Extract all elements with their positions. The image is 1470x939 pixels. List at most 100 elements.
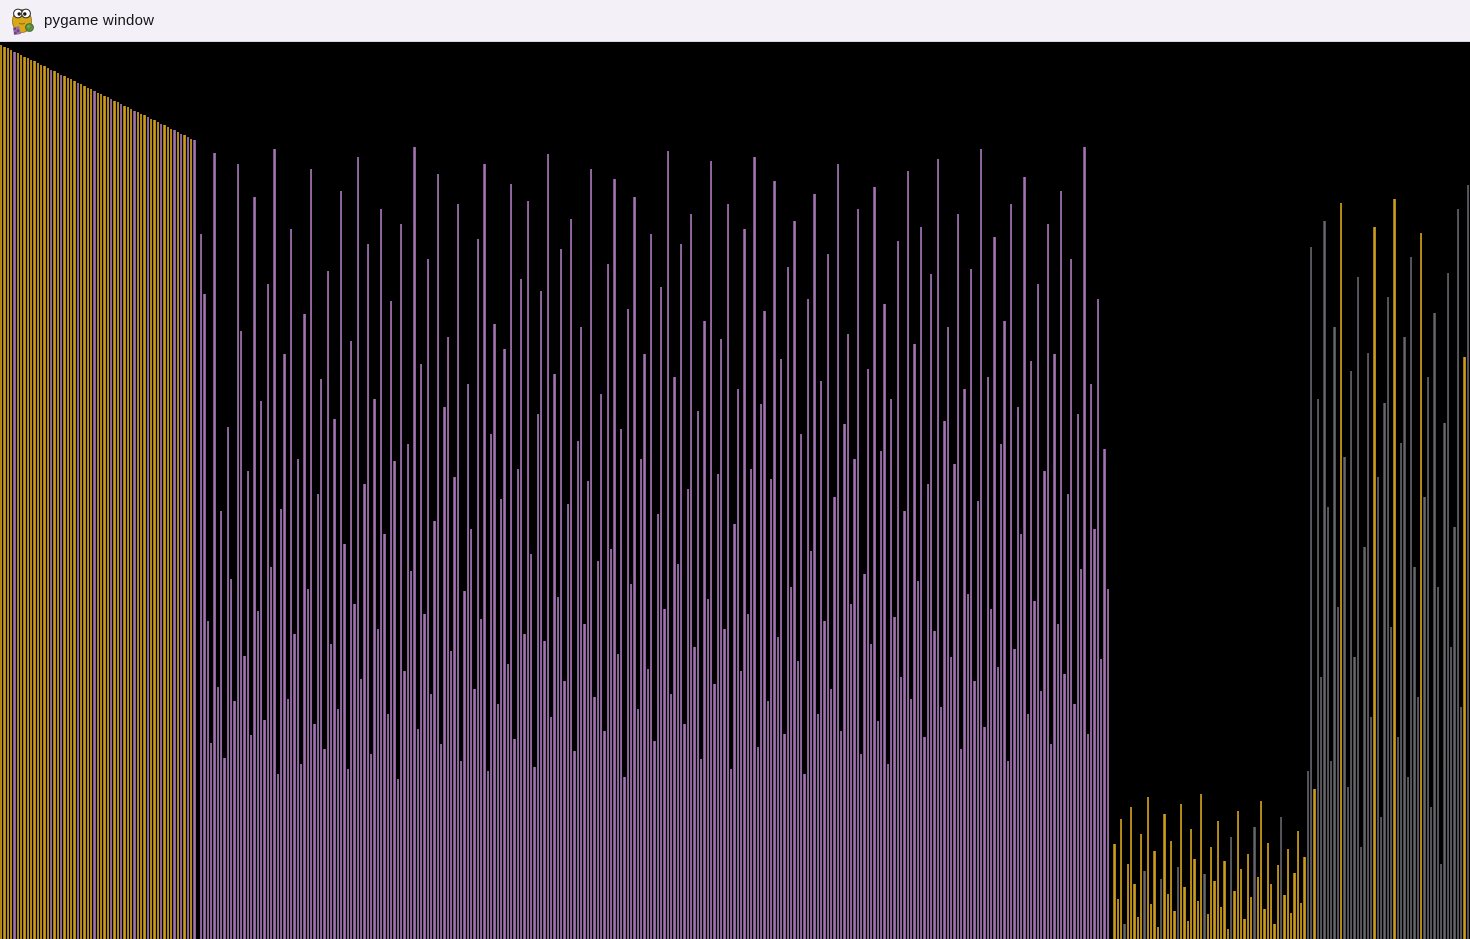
bar [60, 75, 63, 939]
bar [1093, 529, 1096, 939]
bar [63, 76, 66, 939]
bar [356, 157, 359, 939]
bar [1173, 911, 1176, 939]
bar [633, 197, 636, 939]
bar [1256, 877, 1259, 939]
bar [480, 619, 483, 939]
bar [1039, 691, 1043, 939]
bar [623, 777, 626, 939]
bar [603, 731, 606, 939]
bar [1436, 587, 1439, 939]
bar [1393, 199, 1396, 939]
bar [576, 441, 579, 939]
bar [236, 164, 239, 939]
bar [1146, 797, 1149, 939]
bar [233, 701, 236, 939]
bar [1056, 624, 1059, 939]
bar [1116, 899, 1119, 939]
bar [116, 102, 119, 939]
bar [856, 209, 859, 939]
bar [413, 147, 416, 939]
bar [593, 697, 596, 939]
bar [1269, 884, 1273, 939]
bar [843, 424, 846, 939]
bar [523, 634, 526, 939]
bar [1453, 527, 1456, 939]
bar [1123, 924, 1126, 939]
bar [273, 149, 276, 939]
bar [599, 394, 603, 939]
bar [280, 509, 283, 939]
bar [496, 704, 499, 939]
bar [933, 631, 936, 939]
bar [783, 734, 786, 939]
bar [696, 411, 699, 939]
bar [956, 214, 959, 939]
bar [1063, 674, 1066, 939]
bar [96, 93, 99, 939]
bar [1156, 927, 1159, 939]
bar [103, 96, 106, 939]
bar [666, 151, 669, 939]
bar [816, 714, 819, 939]
bar [143, 115, 146, 939]
bar [1326, 507, 1329, 939]
bar [986, 377, 989, 939]
bar [1299, 903, 1303, 939]
bar [200, 234, 203, 939]
bar [803, 774, 806, 939]
bar [26, 58, 29, 939]
bar [416, 729, 419, 939]
bar [146, 117, 149, 939]
bar [166, 127, 169, 939]
bar [1243, 919, 1246, 939]
bar [839, 731, 843, 939]
bar [766, 701, 769, 939]
bar [1346, 787, 1349, 939]
bar [290, 229, 293, 939]
bar [1106, 589, 1109, 939]
bar [813, 194, 816, 939]
bar [909, 699, 913, 939]
bar [396, 779, 399, 939]
bar [406, 444, 409, 939]
bar [1223, 861, 1226, 939]
window-titlebar[interactable]: pygame window [0, 0, 1470, 42]
bar [0, 45, 3, 939]
bar [536, 414, 539, 939]
bar [270, 567, 273, 939]
bar [183, 135, 186, 939]
bar [1069, 259, 1073, 939]
bar [346, 769, 349, 939]
bar [370, 754, 373, 939]
bar [586, 481, 589, 939]
bar [113, 101, 116, 939]
bar [746, 614, 749, 939]
bar [410, 571, 413, 939]
bar [1423, 497, 1426, 939]
bar [939, 707, 943, 939]
bar [833, 497, 836, 939]
bar [330, 644, 333, 939]
bar [1316, 399, 1319, 939]
bar [883, 304, 886, 939]
bar [1239, 869, 1243, 939]
bar [306, 589, 309, 939]
bar [846, 334, 849, 939]
bar [16, 53, 19, 939]
bar [1416, 697, 1419, 939]
bar [896, 241, 899, 939]
bar [440, 744, 443, 939]
bar [66, 78, 69, 939]
bar [336, 709, 339, 939]
bar [926, 484, 929, 939]
bar [160, 124, 163, 939]
bar [1029, 361, 1033, 939]
bar [993, 237, 996, 939]
bar [553, 374, 556, 939]
bar [1213, 881, 1216, 939]
bar [743, 229, 746, 939]
bar [656, 514, 659, 939]
bar [583, 624, 586, 939]
bar [886, 764, 889, 939]
